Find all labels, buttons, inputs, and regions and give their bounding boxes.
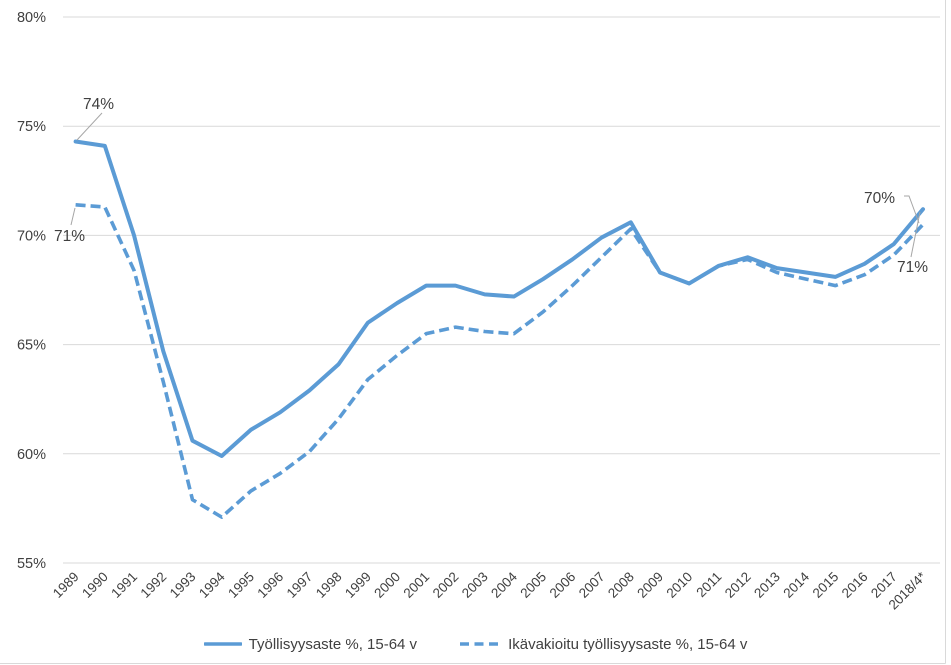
annotation-leader-2018-solid (910, 211, 921, 258)
x-axis-label: 2016 (839, 569, 871, 601)
x-axis-label: 2010 (663, 569, 695, 601)
x-axis-label: 2005 (517, 569, 549, 601)
legend-item-age-standardized-rate: Ikävakioitu työllisyysaste %, 15-64 v (459, 636, 747, 653)
y-axis-label: 75% (17, 119, 46, 135)
x-axis-label: 1990 (79, 569, 111, 601)
legend-label-employment-rate: Työllisyysaste %, 15-64 v (248, 635, 418, 653)
legend-line-dashed-icon (460, 642, 501, 646)
x-axis-label: 2007 (576, 569, 608, 601)
x-axis-label: 2002 (430, 569, 462, 601)
series-line-ikavakioitu (75, 203, 925, 519)
x-axis-label: 2001 (401, 569, 433, 601)
x-axis-label: 2006 (547, 569, 579, 601)
x-axis-label: 2000 (371, 569, 403, 601)
x-axis-label: 1992 (138, 569, 170, 601)
y-axis-label: 55% (17, 556, 46, 572)
annotation-leader-1989-dashed (70, 207, 76, 226)
x-axis-label: 2009 (634, 569, 666, 601)
x-axis-label: 2012 (722, 569, 754, 601)
x-axis-label: 1991 (108, 569, 140, 601)
x-axis-label: 2003 (459, 569, 491, 601)
x-axis-label: 1999 (342, 569, 374, 601)
x-axis-label: 2011 (693, 569, 724, 600)
x-axis-label: 1994 (196, 569, 228, 601)
x-axis-label: 2008 (605, 569, 637, 601)
x-axis-label: 1993 (167, 569, 199, 601)
x-axis-label: 1998 (313, 569, 345, 601)
x-axis-label: 2014 (780, 569, 812, 601)
legend-label-age-standardized-rate: Ikävakioitu työllisyysaste %, 15-64 v (508, 635, 748, 653)
legend-item-employment-rate: Työllisyysaste %, 15-64 v (203, 635, 418, 653)
legend-line-solid-icon (203, 642, 242, 646)
x-axis-label: 2013 (751, 569, 783, 601)
x-axis-label: 1989 (50, 569, 82, 601)
data-label-2018-solid: 71% (897, 259, 928, 276)
x-axis-label: 1996 (254, 569, 286, 601)
data-label-1989-solid: 74% (83, 96, 114, 113)
chart-legend: Työllisyysaste %, 15-64 v Ikävakioitu ty… (0, 631, 951, 657)
x-axis-label: 2015 (810, 569, 842, 601)
annotation-leader-1989-solid (76, 112, 103, 141)
y-axis-label: 65% (17, 338, 46, 354)
series-line-tyollisyysaste (73, 139, 925, 458)
y-axis-label: 60% (17, 447, 46, 463)
data-label-2018-dashed: 70% (864, 190, 895, 207)
x-axis-label: 1995 (225, 569, 257, 601)
annotation-leader-2018-dashed (904, 195, 920, 224)
x-axis-label: 2004 (488, 569, 520, 601)
x-axis-label: 1997 (284, 569, 316, 601)
data-label-1989-dashed: 71% (54, 228, 85, 245)
y-axis-label: 80% (17, 10, 46, 26)
y-axis-label: 70% (17, 228, 46, 244)
